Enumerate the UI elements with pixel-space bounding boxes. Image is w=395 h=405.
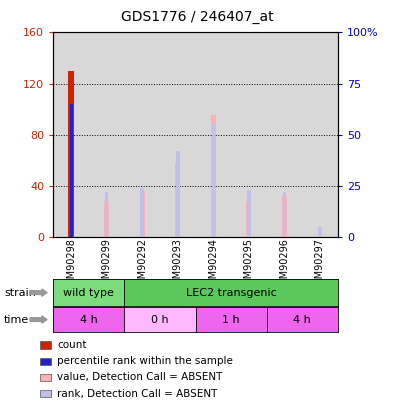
Bar [105,192,108,237]
Bar [318,227,322,237]
Bar [104,201,109,237]
Text: value, Detection Call = ABSENT: value, Detection Call = ABSENT [57,373,223,382]
Text: 4 h: 4 h [293,315,311,324]
Bar [211,115,216,237]
Bar [212,124,215,237]
Bar [68,71,74,237]
Bar [175,163,180,237]
Text: 1 h: 1 h [222,315,240,324]
Text: LEC2 transgenic: LEC2 transgenic [186,288,276,298]
Text: 4 h: 4 h [80,315,98,324]
Bar [70,104,73,237]
Text: strain: strain [4,288,36,298]
Text: 0 h: 0 h [151,315,169,324]
Text: time: time [4,315,29,324]
Bar [246,202,251,237]
Bar [140,191,145,237]
Text: percentile rank within the sample: percentile rank within the sample [57,356,233,366]
Bar [282,196,287,237]
Bar [141,188,144,237]
Bar [282,192,286,237]
Text: rank, Detection Call = ABSENT: rank, Detection Call = ABSENT [57,389,218,399]
Text: wild type: wild type [64,288,114,298]
Text: GDS1776 / 246407_at: GDS1776 / 246407_at [121,10,274,24]
Bar [176,151,179,237]
Text: count: count [57,340,87,350]
Bar [247,190,250,237]
